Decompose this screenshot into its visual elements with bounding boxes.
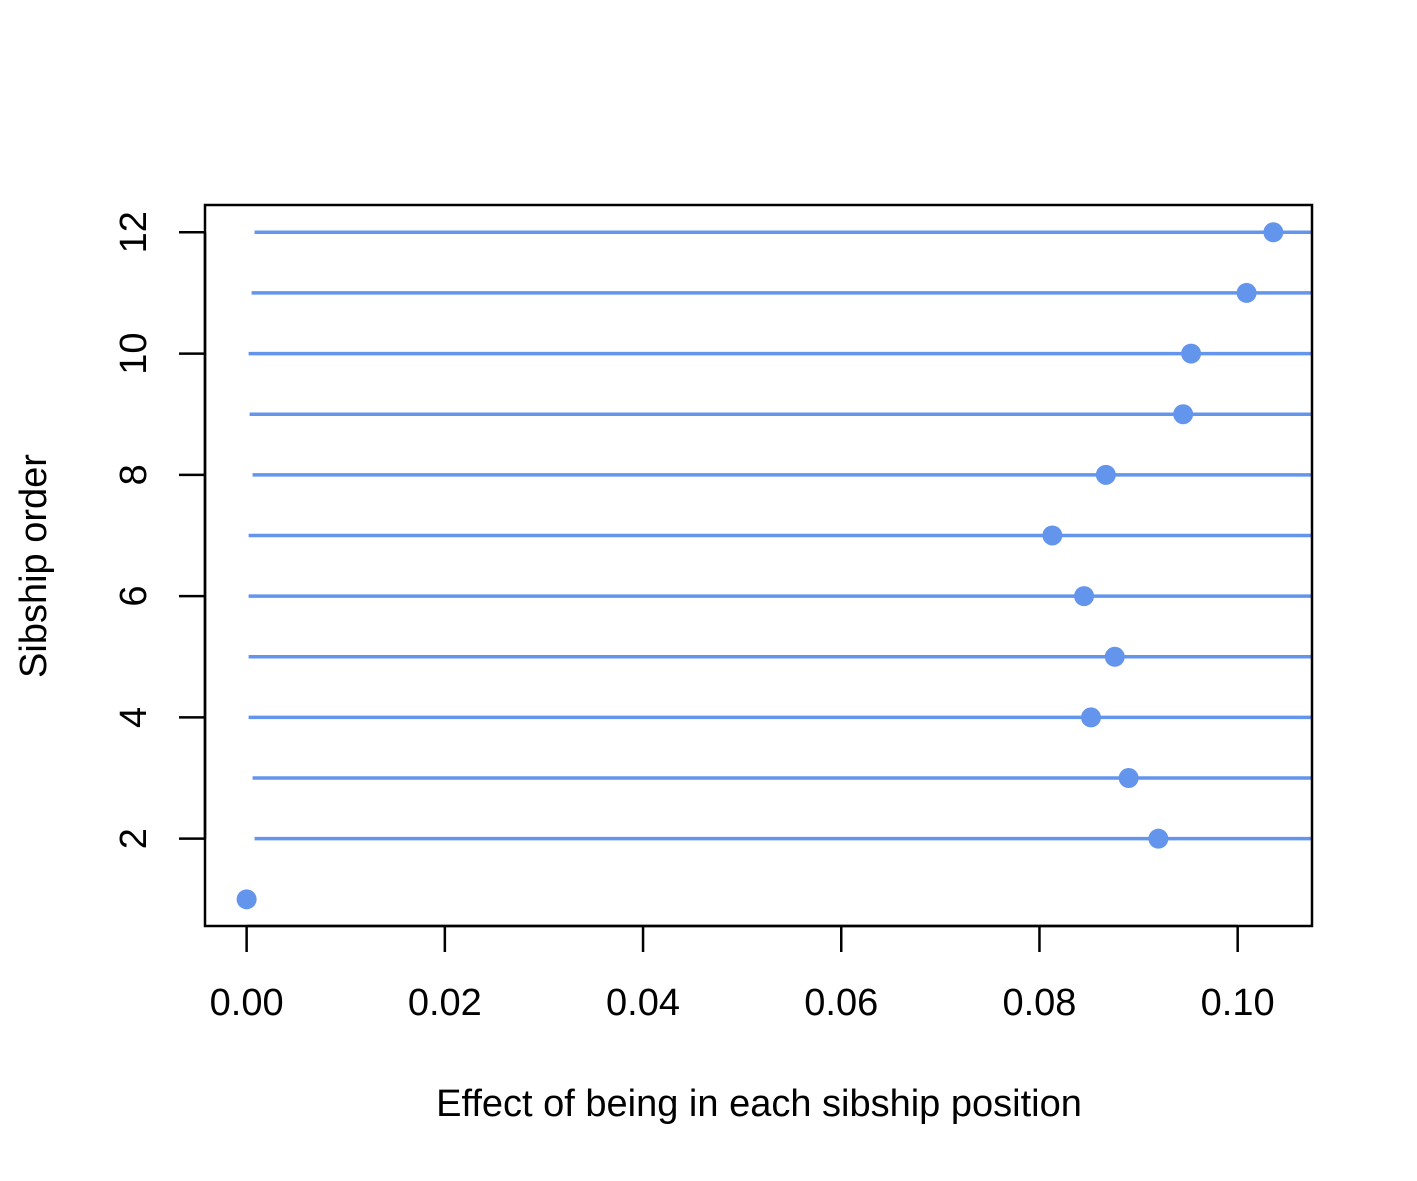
point-6 bbox=[1074, 586, 1095, 607]
y-axis: 2 4 6 8 10 12 bbox=[113, 211, 207, 849]
x-tick-label: 0.08 bbox=[1002, 982, 1076, 1024]
point-12 bbox=[1263, 222, 1284, 243]
x-axis-title: Effect of being in each sibship position bbox=[436, 1083, 1082, 1125]
y-tick-label: 2 bbox=[113, 828, 155, 849]
x-tick-label: 0.02 bbox=[408, 982, 482, 1024]
point-11 bbox=[1236, 282, 1257, 303]
y-tick-label: 12 bbox=[113, 211, 155, 253]
point-3 bbox=[1118, 768, 1139, 789]
x-tick-label: 0.10 bbox=[1201, 982, 1275, 1024]
y-axis-title: Sibship order bbox=[13, 454, 55, 678]
y-tick-label: 10 bbox=[113, 332, 155, 374]
y-tick-label: 4 bbox=[113, 707, 155, 728]
point-1 bbox=[236, 889, 257, 910]
point-8 bbox=[1095, 464, 1116, 485]
x-tick-label: 0.00 bbox=[210, 982, 284, 1024]
point-4 bbox=[1080, 707, 1101, 728]
point-9 bbox=[1173, 404, 1194, 425]
y-tick-label: 8 bbox=[113, 464, 155, 485]
ci-lines bbox=[248, 230, 1312, 841]
point-2 bbox=[1148, 828, 1169, 849]
x-tick-label: 0.06 bbox=[804, 982, 878, 1024]
y-tick-label: 6 bbox=[113, 586, 155, 607]
plot-frame bbox=[203, 203, 1314, 928]
point-5 bbox=[1104, 646, 1125, 667]
point-7 bbox=[1042, 525, 1063, 546]
points bbox=[236, 222, 1284, 910]
x-tick-label: 0.04 bbox=[606, 982, 680, 1024]
point-10 bbox=[1181, 343, 1202, 364]
x-axis: 0.00 0.02 0.04 0.06 0.08 0.10 bbox=[210, 924, 1275, 1024]
